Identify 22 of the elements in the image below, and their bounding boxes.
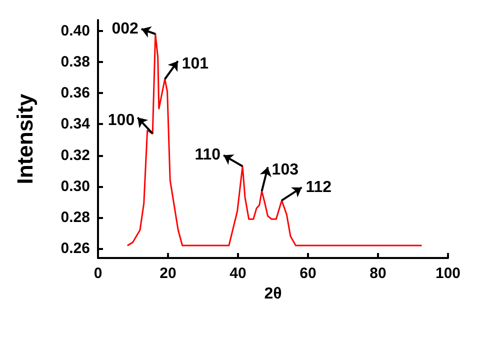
x-tick-label: 40: [230, 265, 246, 282]
y-tick-label: 0.28: [60, 209, 90, 226]
annotation: 112: [306, 178, 332, 196]
annotation: 103: [272, 162, 299, 179]
x-tick-label: 20: [160, 265, 176, 282]
x-tick-label: 0: [94, 265, 102, 282]
annotation: 101: [182, 56, 209, 73]
y-tick-label: 0.32: [60, 146, 90, 164]
y-tick-label: 0.36: [60, 84, 90, 102]
x-tick-label: 60: [300, 265, 316, 282]
x-tick-label: 100: [435, 265, 461, 282]
y-tick-label: 0.30: [60, 178, 90, 195]
annotation: 100: [108, 112, 135, 130]
y-tick-label: 0.34: [60, 116, 91, 133]
annotation: 002: [112, 20, 138, 38]
x-axis-title: 2θ: [264, 286, 282, 302]
y-tick-label: 0.38: [60, 54, 90, 70]
annotation: 110: [194, 146, 221, 164]
y-axis-title: Intensity: [12, 93, 38, 184]
y-tick-label: 0.26: [60, 240, 90, 258]
x-tick-label: 80: [370, 265, 386, 282]
y-tick-label: 0.40: [60, 22, 90, 40]
